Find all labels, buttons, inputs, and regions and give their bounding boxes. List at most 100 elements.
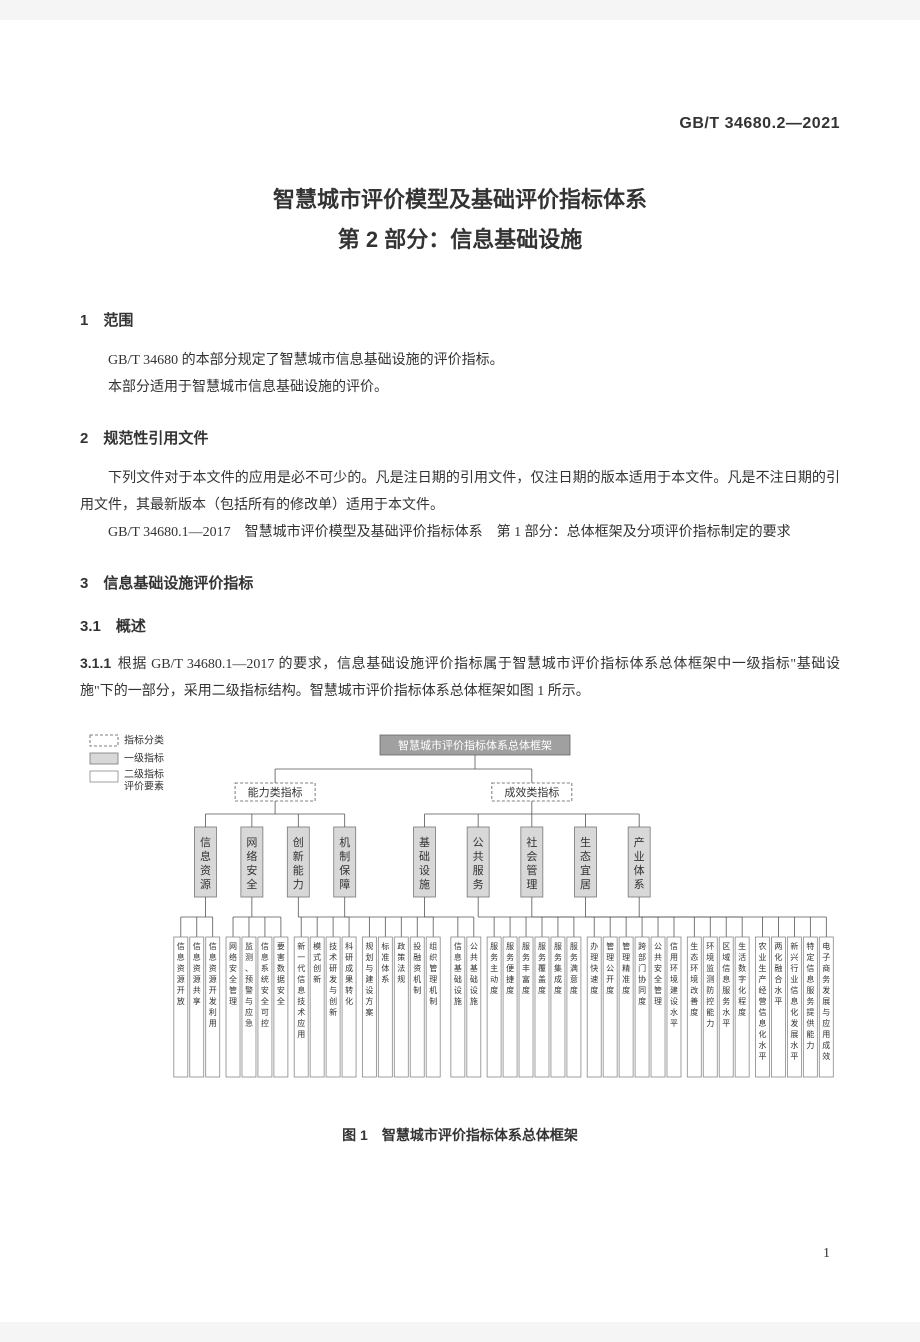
svg-text:信: 信 — [297, 974, 305, 984]
svg-text:服: 服 — [473, 864, 484, 877]
svg-text:建: 建 — [365, 974, 373, 984]
svg-text:生: 生 — [580, 835, 591, 849]
svg-text:用: 用 — [822, 1030, 830, 1039]
svg-text:平: 平 — [758, 1052, 766, 1061]
svg-text:务: 务 — [490, 952, 498, 962]
svg-text:监: 监 — [245, 941, 253, 951]
svg-text:覆: 覆 — [538, 964, 546, 973]
svg-text:度: 度 — [490, 985, 498, 995]
svg-text:系: 系 — [381, 974, 389, 984]
svg-text:度: 度 — [538, 985, 546, 995]
svg-text:化: 化 — [758, 1029, 766, 1039]
svg-text:水: 水 — [758, 1040, 766, 1050]
svg-text:机: 机 — [429, 985, 437, 995]
svg-text:新: 新 — [790, 941, 798, 951]
svg-text:水: 水 — [722, 1007, 730, 1017]
svg-text:集: 集 — [554, 963, 562, 973]
svg-text:数: 数 — [277, 963, 285, 973]
svg-text:理: 理 — [654, 997, 662, 1006]
svg-text:息: 息 — [261, 952, 269, 962]
svg-text:基: 基 — [419, 836, 430, 849]
svg-text:服: 服 — [506, 942, 514, 951]
svg-text:动: 动 — [490, 974, 498, 984]
svg-text:境: 境 — [690, 974, 698, 984]
svg-text:居: 居 — [580, 879, 591, 891]
svg-text:合: 合 — [774, 974, 782, 984]
svg-text:研: 研 — [345, 953, 353, 962]
section-2-p2: GB/T 34680.1—2017 智慧城市评价模型及基础评价指标体系 第 1 … — [80, 520, 840, 547]
svg-text:规: 规 — [397, 974, 405, 984]
svg-text:社: 社 — [526, 835, 537, 849]
title-main: 智慧城市评价模型及基础评价指标体系 — [80, 180, 840, 220]
page-number: 1 — [823, 1246, 830, 1262]
svg-text:息: 息 — [200, 849, 211, 863]
svg-text:提: 提 — [806, 1007, 814, 1017]
svg-text:境: 境 — [670, 974, 678, 984]
svg-text:服: 服 — [522, 942, 530, 951]
svg-text:网: 网 — [246, 837, 257, 849]
svg-text:准: 准 — [381, 952, 389, 962]
svg-text:制: 制 — [339, 850, 350, 863]
svg-text:业: 业 — [758, 952, 766, 962]
svg-text:设: 设 — [470, 985, 478, 995]
svg-text:评价要素: 评价要素 — [124, 780, 164, 793]
svg-text:字: 字 — [738, 974, 746, 984]
svg-text:应: 应 — [822, 1018, 830, 1028]
svg-text:应: 应 — [297, 1018, 305, 1028]
svg-text:水: 水 — [790, 1040, 798, 1050]
figure-1-svg: 指标分类一级指标二级指标评价要素智慧城市评价指标体系总体框架能力类指标成效类指标… — [80, 727, 840, 1107]
svg-text:新: 新 — [313, 974, 321, 984]
svg-text:体: 体 — [381, 963, 389, 973]
svg-text:智慧城市评价指标体系总体框架: 智慧城市评价指标体系总体框架 — [398, 738, 552, 752]
svg-text:开: 开 — [606, 975, 614, 984]
svg-text:管: 管 — [429, 963, 437, 973]
svg-text:安: 安 — [261, 985, 269, 995]
svg-text:制: 制 — [429, 996, 437, 1006]
svg-text:宜: 宜 — [580, 863, 591, 877]
svg-text:组: 组 — [429, 941, 437, 951]
document-id: GB/T 34680.2—2021 — [679, 115, 840, 133]
svg-text:商: 商 — [822, 963, 830, 973]
svg-text:务: 务 — [822, 974, 830, 984]
svg-text:经: 经 — [758, 985, 766, 995]
svg-text:两: 两 — [774, 942, 782, 951]
svg-text:制: 制 — [413, 985, 421, 995]
title-block: 智慧城市评价模型及基础评价指标体系 第 2 部分：信息基础设施 — [80, 180, 840, 259]
svg-text:捷: 捷 — [506, 974, 514, 984]
section-2-p1: 下列文件对于本文件的应用是必不可少的。凡是注日期的引用文件，仅注日期的版本适用于… — [80, 466, 840, 519]
svg-text:资: 资 — [200, 864, 211, 877]
clause-3-1-1-number: 3.1.1 — [80, 655, 111, 671]
svg-text:能: 能 — [706, 1007, 714, 1017]
svg-text:发: 发 — [822, 985, 830, 995]
svg-text:部: 部 — [638, 952, 646, 962]
svg-text:础: 础 — [470, 974, 478, 984]
figure-1-caption: 图 1 智慧城市评价指标体系总体框架 — [80, 1125, 840, 1145]
svg-text:公: 公 — [654, 942, 662, 951]
svg-text:源: 源 — [177, 975, 185, 984]
svg-text:方: 方 — [365, 996, 373, 1006]
svg-text:成: 成 — [822, 1040, 830, 1050]
svg-text:公: 公 — [473, 837, 484, 849]
svg-text:机: 机 — [413, 974, 421, 984]
svg-text:子: 子 — [822, 953, 830, 962]
svg-text:共: 共 — [470, 953, 478, 962]
svg-text:创: 创 — [329, 996, 337, 1006]
clause-3-1-1: 3.1.1根据 GB/T 34680.1—2017 的要求，信息基础设施评价指标… — [80, 650, 840, 705]
svg-text:指标分类: 指标分类 — [124, 734, 164, 747]
svg-text:源: 源 — [200, 877, 211, 891]
svg-text:开: 开 — [209, 986, 217, 995]
svg-text:盖: 盖 — [538, 974, 546, 984]
svg-text:信: 信 — [200, 836, 211, 849]
svg-text:础: 础 — [419, 850, 430, 863]
svg-text:监: 监 — [706, 963, 714, 973]
svg-text:服: 服 — [570, 942, 578, 951]
svg-text:统: 统 — [261, 974, 269, 984]
svg-text:域: 域 — [722, 952, 730, 962]
svg-text:可: 可 — [261, 1008, 269, 1017]
svg-text:业: 业 — [790, 974, 798, 984]
svg-text:发: 发 — [329, 974, 337, 984]
svg-text:案: 案 — [365, 1007, 373, 1017]
svg-text:障: 障 — [339, 877, 350, 891]
svg-text:设: 设 — [670, 996, 678, 1006]
svg-text:新: 新 — [297, 941, 305, 951]
